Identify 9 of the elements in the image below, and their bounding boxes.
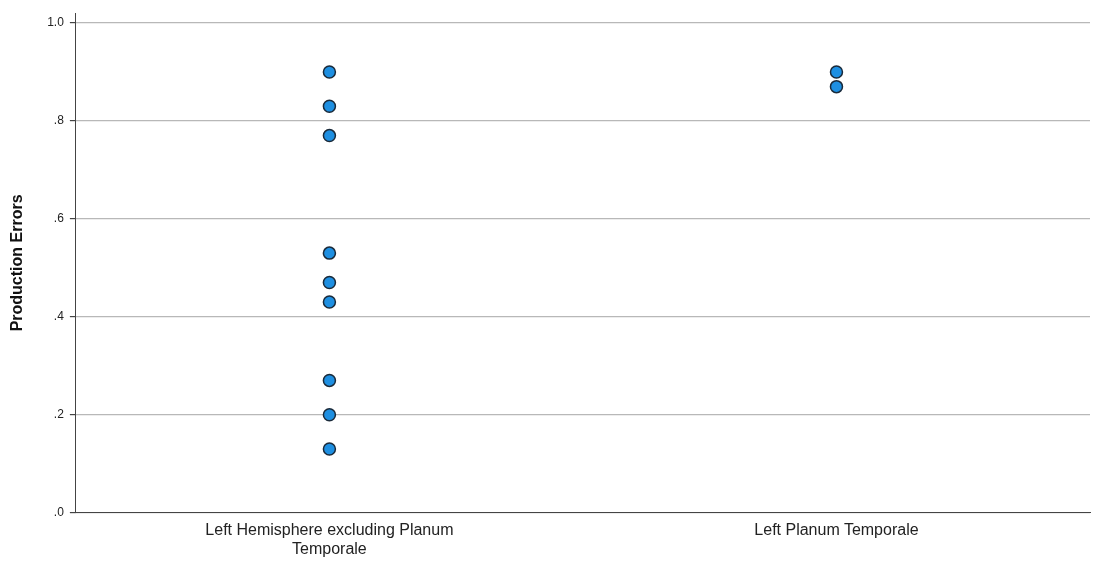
x-tick-label: Left Planum Temporale xyxy=(754,520,919,538)
x-tick-label: Left Hemisphere excluding Planum Temporale xyxy=(205,520,454,557)
y-axis-title: Production Errors xyxy=(8,194,26,332)
y-tick-label: .4 xyxy=(53,309,65,324)
y-tick-label: .6 xyxy=(53,211,65,226)
y-tick-label: .0 xyxy=(53,504,65,519)
y-tick-label: .8 xyxy=(53,113,65,128)
y-tick-label: 1.0 xyxy=(47,15,65,30)
y-tick-label: .2 xyxy=(53,406,65,421)
